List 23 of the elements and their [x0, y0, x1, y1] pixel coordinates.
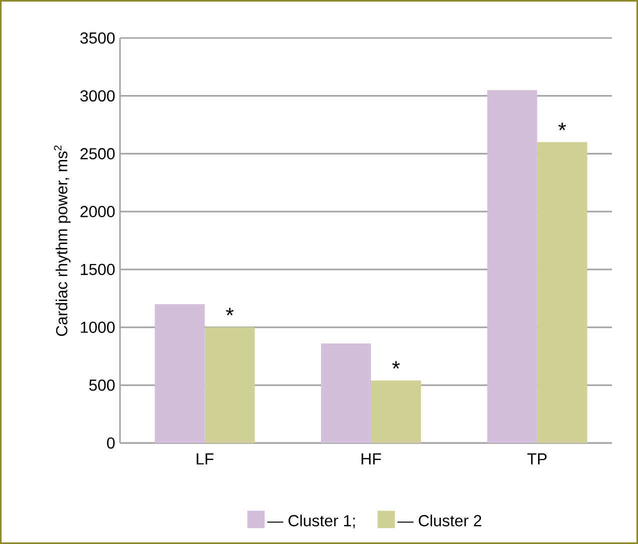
legend-label: — Cluster 2: [398, 514, 482, 526]
annotation: *: [558, 122, 566, 130]
x-tick-label: TP: [527, 453, 547, 464]
y-tick-label: 1000: [80, 322, 115, 333]
bar: [487, 90, 538, 443]
annotation: *: [226, 308, 234, 316]
bar: [154, 304, 205, 443]
y-tick-label: 1500: [80, 264, 115, 276]
y-tick-label: 2000: [80, 206, 115, 218]
bar: [204, 327, 255, 443]
bar: [370, 380, 421, 443]
y-tick-label: 0: [107, 437, 115, 449]
y-axis-title: Cardiac rhythm power, ms$^{2}$: [54, 145, 71, 336]
y-tick-label: 2500: [80, 148, 115, 160]
y-tick-label: 3000: [80, 90, 115, 102]
annotation: *: [392, 361, 400, 369]
y-tick-label: 500: [89, 379, 115, 391]
legend-label: — Cluster 1;: [267, 514, 355, 528]
y-tick-label: 3500: [80, 32, 115, 44]
x-tick-label: LF: [196, 453, 214, 464]
bar: [320, 343, 371, 443]
bar: [537, 142, 588, 443]
x-tick-label: HF: [362, 453, 382, 464]
